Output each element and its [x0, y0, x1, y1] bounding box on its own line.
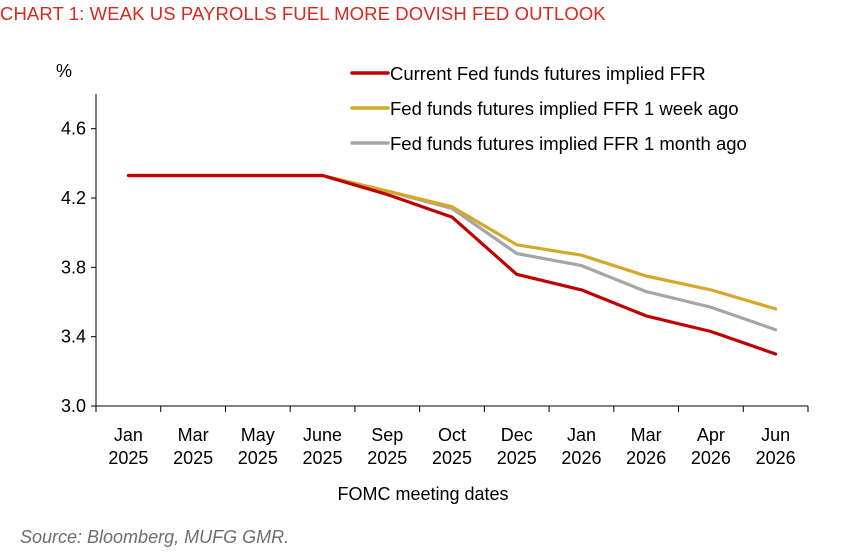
series-line-one-week-ago — [126, 173, 778, 311]
series-line-current — [126, 173, 778, 356]
legend-label: Fed funds futures implied FFR 1 month ag… — [390, 133, 747, 154]
x-tick-label-month: Oct — [438, 425, 466, 445]
x-tick-label-year: 2025 — [303, 448, 343, 468]
x-axis-label: FOMC meeting dates — [337, 484, 508, 504]
x-tick-label-month: June — [303, 425, 342, 445]
x-tick-label-year: 2025 — [238, 448, 278, 468]
x-tick-label-year: 2025 — [367, 448, 407, 468]
legend-label: Fed funds futures implied FFR 1 week ago — [390, 98, 739, 119]
y-tick-label: 3.0 — [61, 396, 86, 416]
y-axis-label: % — [56, 61, 72, 81]
series-line-one-month-ago — [126, 173, 778, 332]
x-tick-label-month: Jan — [567, 425, 596, 445]
x-tick-label-month: Jan — [114, 425, 143, 445]
x-tick-label-year: 2025 — [173, 448, 213, 468]
x-tick-label-year: 2026 — [691, 448, 731, 468]
x-tick-label-month: Sep — [371, 425, 403, 445]
x-tick-label-year: 2026 — [626, 448, 666, 468]
source-note: Source: Bloomberg, MUFG GMR. — [20, 527, 290, 547]
x-tick-label-year: 2026 — [756, 448, 796, 468]
x-tick-label-month: May — [241, 425, 275, 445]
x-tick-label-year: 2025 — [497, 448, 537, 468]
x-tick-label-year: 2026 — [561, 448, 601, 468]
x-tick-label-month: Jun — [761, 425, 790, 445]
x-tick-label-year: 2025 — [108, 448, 148, 468]
x-tick-label-month: Apr — [697, 425, 725, 445]
y-tick-label: 4.2 — [61, 188, 86, 208]
legend-label: Current Fed funds futures implied FFR — [390, 63, 706, 84]
chart-title: CHART 1: WEAK US PAYROLLS FUEL MORE DOVI… — [0, 3, 606, 24]
x-tick-label-month: Mar — [178, 425, 209, 445]
y-tick-label: 4.6 — [61, 119, 86, 139]
x-tick-label-month: Dec — [501, 425, 533, 445]
y-tick-label: 3.8 — [61, 257, 86, 277]
y-tick-label: 3.4 — [61, 327, 86, 347]
line-chart: 3.0 3.4 3.8 4.2 4.6% Jan 2025 Mar 2025 May 2025 Jun… — [56, 61, 809, 504]
x-tick-label-month: Mar — [631, 425, 662, 445]
x-tick-label-year: 2025 — [432, 448, 472, 468]
